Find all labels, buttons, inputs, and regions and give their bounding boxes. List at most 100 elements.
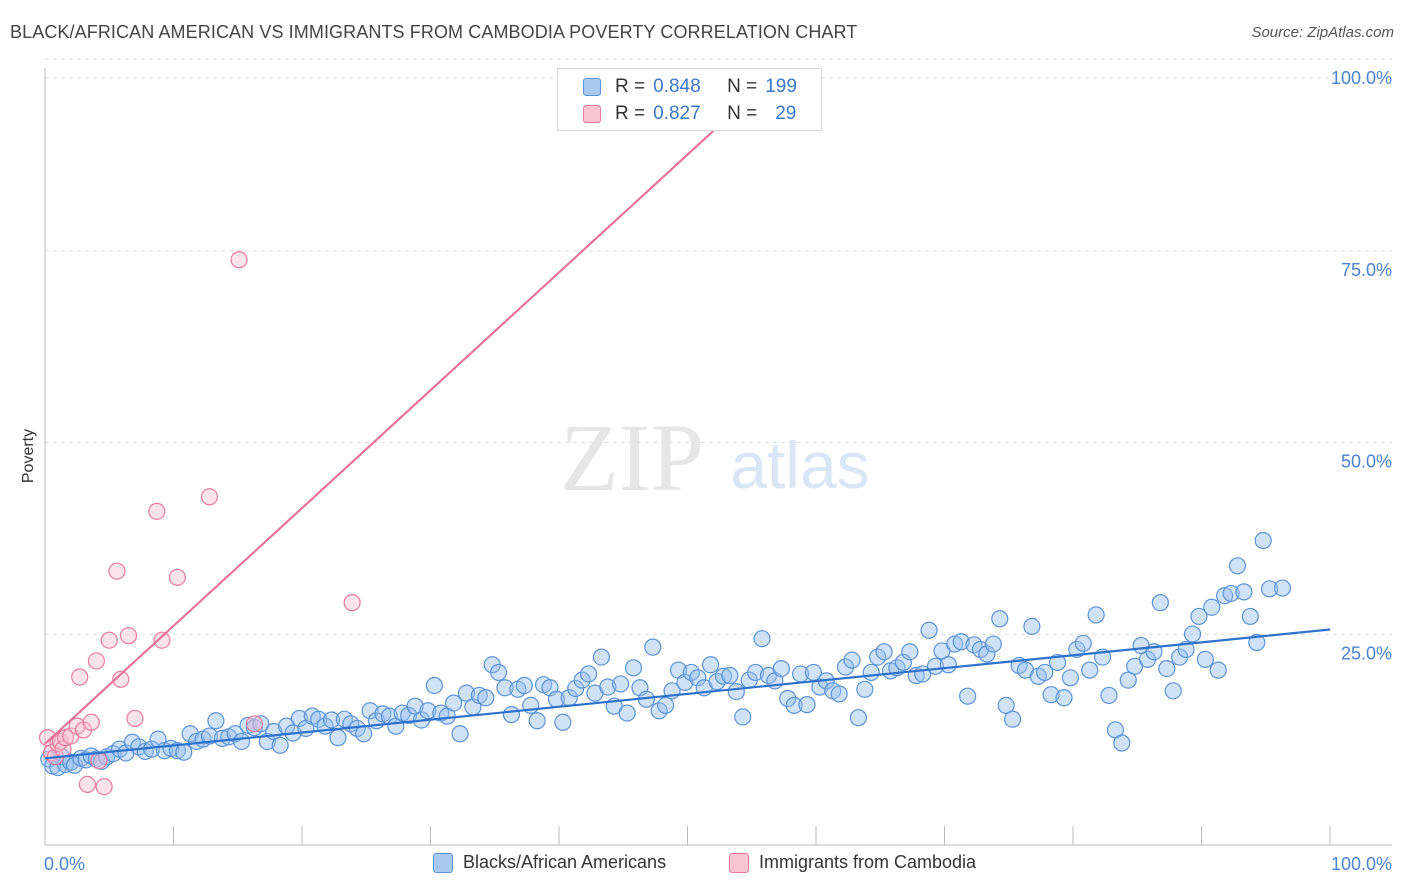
data-point-blacks <box>689 669 707 687</box>
data-point-blacks <box>599 678 617 696</box>
data-point-blacks <box>490 663 508 682</box>
data-point-blacks <box>1164 682 1182 700</box>
y-axis-label: Poverty <box>20 429 37 483</box>
data-point-blacks <box>213 729 231 747</box>
data-point-cambodia <box>87 652 106 670</box>
data-point-blacks <box>252 715 270 733</box>
data-point-blacks <box>1254 531 1272 550</box>
data-point-blacks <box>1228 557 1247 575</box>
data-point-cambodia <box>108 562 126 580</box>
data-point-blacks <box>952 633 970 651</box>
data-point-blacks <box>657 696 675 715</box>
chart-title: BLACK/AFRICAN AMERICAN VS IMMIGRANTS FRO… <box>10 22 858 42</box>
data-point-blacks <box>400 706 418 724</box>
data-point-blacks <box>984 635 1002 653</box>
data-point-blacks <box>322 711 341 729</box>
data-point-blacks <box>1048 653 1067 672</box>
data-point-cambodia <box>148 502 166 520</box>
data-point-blacks <box>1004 710 1022 728</box>
data-point-cambodia <box>126 709 144 728</box>
y-tick-label: 50.0% <box>1341 452 1392 472</box>
data-point-blacks <box>425 676 443 695</box>
data-point-blacks <box>1158 659 1176 678</box>
legend-n-label: N = <box>727 76 758 97</box>
data-point-blacks <box>747 663 765 682</box>
data-point-blacks <box>233 732 251 751</box>
data-point-blacks <box>592 648 611 666</box>
source-label: Source: ZipAtlas.com <box>1251 24 1394 41</box>
data-point-blacks <box>1074 634 1092 652</box>
data-point-blacks <box>997 696 1015 715</box>
data-point-blacks <box>830 685 848 703</box>
trend-line-blacks <box>44 628 1331 760</box>
data-point-blacks <box>959 687 977 705</box>
data-point-blacks <box>734 708 752 726</box>
legend-n-value: 29 <box>775 103 797 124</box>
data-point-blacks <box>573 671 591 689</box>
data-point-blacks <box>1113 734 1131 752</box>
data-point-blacks <box>624 659 643 677</box>
data-point-blacks <box>727 682 745 701</box>
data-point-blacks <box>1196 650 1214 668</box>
series-legend: Blacks/African Americans Immigrants from… <box>0 852 1406 878</box>
data-point-blacks <box>1119 671 1137 689</box>
data-point-blacks <box>1261 580 1279 598</box>
x-tick-label: 0.0% <box>44 854 85 874</box>
data-point-cambodia <box>71 668 89 686</box>
data-point-cambodia <box>112 670 130 688</box>
data-point-blacks <box>991 610 1009 628</box>
data-point-blacks <box>702 656 720 674</box>
data-point-blacks <box>1222 584 1240 603</box>
data-point-blacks <box>406 697 424 715</box>
data-point-blacks <box>207 712 225 730</box>
data-point-cambodia <box>168 568 186 586</box>
data-point-blacks <box>1183 625 1202 643</box>
legend-r-label: R = <box>615 76 646 97</box>
data-point-blacks <box>200 727 219 745</box>
data-point-cambodia <box>200 488 219 506</box>
data-point-cambodia <box>153 631 171 649</box>
data-point-blacks <box>1036 663 1054 682</box>
x-tick-label: 100.0% <box>1331 854 1392 874</box>
data-point-blacks <box>811 678 829 696</box>
data-point-blacks <box>515 676 533 695</box>
data-point-cambodia <box>230 251 248 269</box>
x-tick-labels: 0.0% 100.0% <box>44 854 1392 874</box>
data-point-blacks <box>894 653 912 672</box>
data-point-blacks <box>779 689 797 708</box>
data-point-blacks <box>1190 607 1208 626</box>
y-tick-label: 75.0% <box>1341 260 1392 280</box>
data-point-blacks <box>920 621 938 639</box>
data-point-blacks <box>644 638 662 656</box>
data-point-blacks <box>849 709 868 727</box>
data-point-blacks <box>785 696 803 715</box>
legend-n-value: 199 <box>765 76 797 97</box>
data-point-blacks <box>445 694 463 712</box>
data-point-blacks <box>772 659 790 678</box>
data-point-blacks <box>528 712 546 730</box>
legend-swatch-blue <box>433 852 453 873</box>
trend-lines <box>44 77 1331 760</box>
data-point-blacks <box>843 651 861 669</box>
data-point-blacks <box>554 713 572 731</box>
legend-swatch-pink <box>583 105 601 123</box>
data-point-blacks <box>1061 669 1080 687</box>
axes <box>44 68 1392 846</box>
legend-item-cambodia: Immigrants from Cambodia <box>729 852 976 873</box>
data-point-blacks <box>1023 617 1041 636</box>
data-point-blacks <box>168 742 186 760</box>
data-point-blacks <box>310 710 328 728</box>
data-point-blacks <box>753 630 771 648</box>
data-point-blacks <box>355 725 373 743</box>
data-point-blacks <box>939 656 957 674</box>
watermark: ZIP atlas <box>560 404 870 511</box>
data-point-blacks <box>477 689 495 707</box>
watermark-atlas: atlas <box>730 428 869 502</box>
data-point-blacks <box>721 666 739 685</box>
data-point-blacks <box>1087 606 1105 624</box>
watermark-zip: ZIP <box>560 404 704 511</box>
legend-row-blacks: R = 0.848 N = 199 <box>583 75 797 99</box>
data-point-blacks <box>901 643 919 661</box>
data-point-blacks <box>1203 598 1221 616</box>
